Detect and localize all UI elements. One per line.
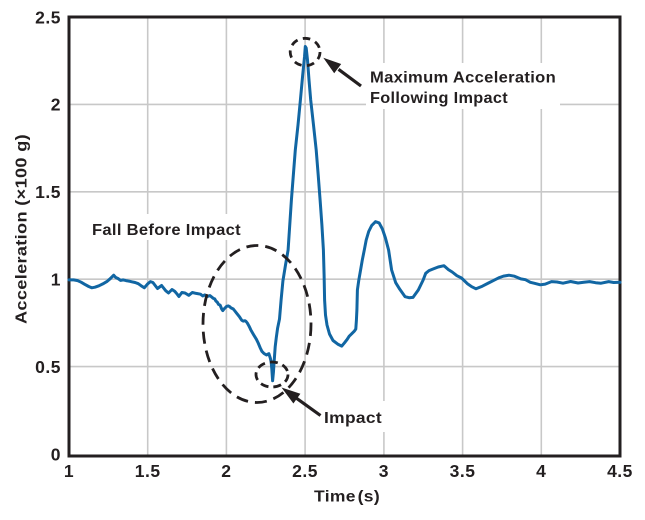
svg-text:3: 3 bbox=[379, 461, 389, 481]
svg-text:1: 1 bbox=[64, 461, 74, 481]
svg-text:3.5: 3.5 bbox=[450, 461, 476, 481]
svg-text:Fall Before Impact: Fall Before Impact bbox=[92, 222, 241, 239]
svg-text:4: 4 bbox=[536, 461, 546, 481]
svg-text:1.5: 1.5 bbox=[35, 182, 61, 202]
svg-text:Acceleration (×100 g): Acceleration (×100 g) bbox=[14, 134, 31, 324]
svg-text:2: 2 bbox=[221, 461, 231, 481]
svg-text:2.5: 2.5 bbox=[35, 7, 61, 27]
svg-text:0: 0 bbox=[51, 444, 61, 464]
svg-text:2: 2 bbox=[51, 95, 61, 115]
svg-text:Following Impact: Following Impact bbox=[370, 90, 508, 107]
svg-text:Maximum Acceleration: Maximum Acceleration bbox=[370, 69, 556, 86]
svg-text:2.5: 2.5 bbox=[292, 461, 318, 481]
svg-text:Impact: Impact bbox=[324, 410, 382, 427]
svg-text:1.5: 1.5 bbox=[135, 461, 161, 481]
svg-text:4.5: 4.5 bbox=[607, 461, 633, 481]
svg-text:1: 1 bbox=[51, 270, 61, 290]
svg-text:0.5: 0.5 bbox=[35, 357, 61, 377]
svg-text:Time (s): Time (s) bbox=[314, 489, 380, 506]
